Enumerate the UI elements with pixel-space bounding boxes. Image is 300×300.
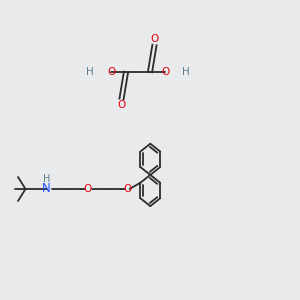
Text: O: O bbox=[161, 67, 169, 77]
Text: O: O bbox=[83, 184, 91, 194]
Text: O: O bbox=[123, 184, 131, 194]
Text: H: H bbox=[86, 67, 94, 77]
Text: H: H bbox=[182, 67, 190, 77]
Text: O: O bbox=[117, 100, 126, 110]
Text: O: O bbox=[107, 67, 115, 77]
Text: N: N bbox=[42, 182, 51, 196]
Text: O: O bbox=[150, 34, 159, 44]
Text: H: H bbox=[43, 173, 50, 184]
